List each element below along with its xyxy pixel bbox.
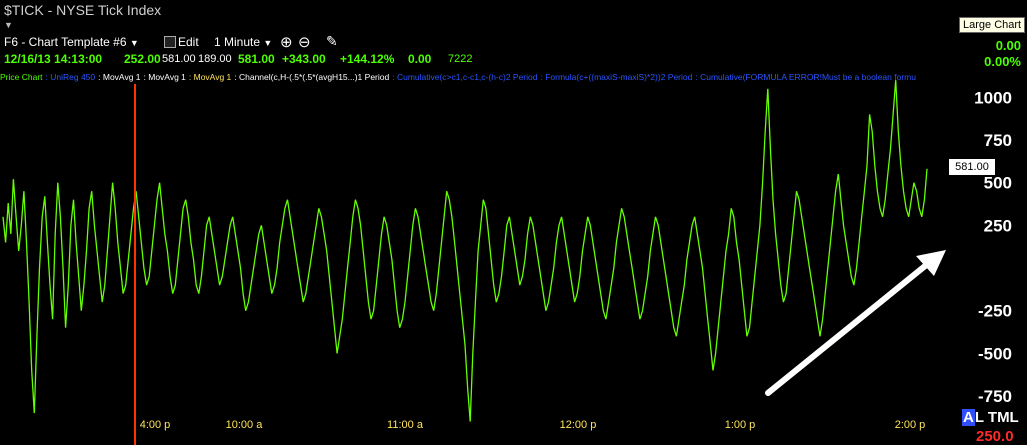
study-legend: Price Chart: UniReg 450: MovAvg 1: MovAv… [0,72,1027,84]
quote-open: 252.00 [124,52,161,66]
arrow-shaft [765,259,933,396]
axis-mode-label[interactable]: L TML [974,409,1019,426]
y-tick-label: 500 [984,174,1012,193]
y-tick-label: -500 [978,344,1012,363]
x-tick-label: 11:00 a [387,419,424,431]
y-tick-label: 750 [984,131,1012,150]
study-item[interactable]: : Cumulative(c>c1,c-c1,c-(h-c)2 Period [392,72,538,82]
trend-arrow [765,250,946,396]
x-tick-label: 10:00 a [226,419,264,431]
right-value-pct: 0.00% [984,54,1021,69]
collapse-caret-icon[interactable]: ▼ [4,20,13,30]
quote-change: +343.00 [282,52,326,66]
study-item[interactable]: : MovAvg 1 [98,72,141,82]
quote-change-pct: +144.12% [340,52,395,66]
draw-pencil-icon[interactable]: ✎ [326,33,338,49]
x-tick-label: 4:00 p [140,419,171,431]
zoom-out-icon[interactable]: ⊖ [298,34,311,51]
title-bar: $TICK - NYSE Tick Index [0,0,1027,20]
axis-mode-toggle[interactable]: AL TML [962,409,1019,426]
study-item[interactable]: : MovAvg 1 [188,72,232,82]
x-tick-label: 12:00 p [560,419,597,431]
interval-label: 1 Minute [214,35,261,49]
study-item[interactable]: Price Chart [0,72,43,82]
edit-icon[interactable] [164,36,176,48]
template-dropdown[interactable]: F6 - Chart Template #6 ▼ [4,35,139,49]
study-item[interactable]: : Cumulative(FORMULA ERROR!Must be a boo… [695,72,916,82]
window-title: $TICK - NYSE Tick Index [4,2,162,18]
study-item[interactable]: : MovAvg 1 [143,72,186,82]
auto-scale-button[interactable]: A [962,409,975,426]
edit-button[interactable]: Edit [178,35,199,49]
large-chart-tooltip: Large Chart [959,17,1026,33]
y-tick-label: 1000 [974,88,1012,107]
x-tick-label: 1:00 p [725,419,756,431]
interval-dropdown[interactable]: 1 Minute ▼ [214,35,272,49]
arrow-head [916,250,946,276]
quote-volume: 7222 [448,53,473,65]
y-tick-label: 250 [984,216,1012,235]
zoom-in-icon[interactable]: ⊕ [280,34,293,51]
last-price-tag: 581.00 [949,159,995,175]
study-item[interactable]: : Formula(c+((maxiS-maxiS)*2))2 Period [540,72,693,82]
tick-series-line [2,80,928,422]
right-value-top: 0.00 [995,38,1021,53]
study-item[interactable]: : UniReg 450 [45,72,96,82]
quote-high: 581.00 [162,53,196,65]
chevron-down-icon: ▼ [129,38,139,48]
x-tick-label: 2:00 p [895,419,926,431]
quote-value: 0.00 [408,52,432,66]
scale-value: 250.0 [976,428,1014,445]
quote-low: 189.00 [198,53,232,65]
quote-datetime: 12/16/13 14:13:00 [4,52,103,66]
y-tick-label: -250 [978,302,1012,321]
quote-last: 581.00 [238,52,275,66]
template-label: F6 - Chart Template #6 [4,35,127,49]
study-item[interactable]: : Channel(c,H-(.5*(.5*(avgH15...)1 Perio… [234,72,390,82]
chevron-down-icon: ▼ [263,38,273,48]
y-tick-label: -750 [978,387,1012,406]
